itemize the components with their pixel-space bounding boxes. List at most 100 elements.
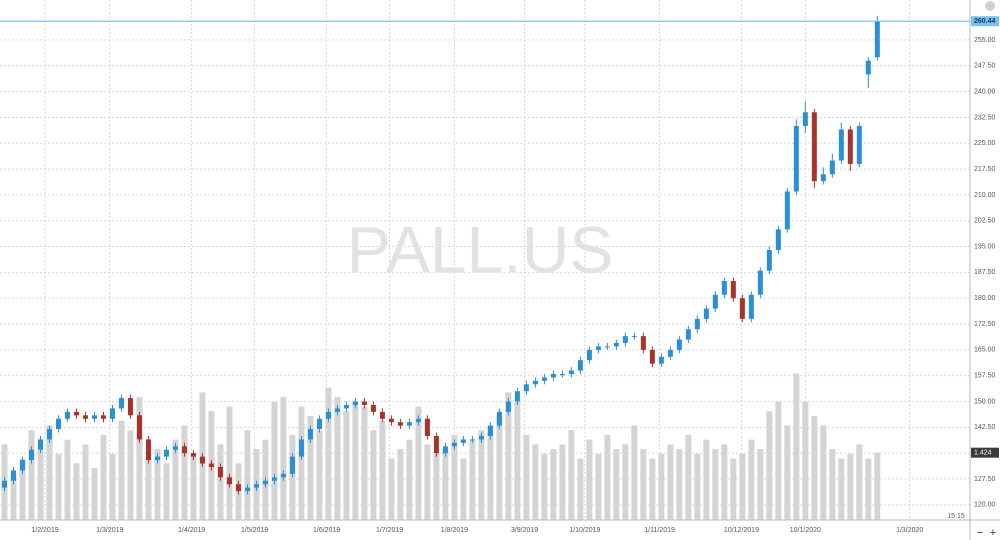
y-tick-label: 165.00 — [974, 347, 996, 354]
x-tick-label: 1/3/2019 — [96, 527, 123, 534]
volume-bar — [586, 439, 593, 520]
volume-bar — [865, 458, 872, 520]
candle-body — [865, 60, 871, 75]
candle-body — [793, 126, 799, 192]
volume-bar — [46, 425, 53, 520]
volume-bar — [757, 449, 764, 520]
volume-bar — [856, 444, 863, 520]
settings-icon[interactable] — [985, 1, 995, 11]
volume-bar — [406, 439, 413, 520]
candle-body — [127, 398, 133, 416]
volume-bar — [172, 439, 179, 520]
candle-body — [487, 425, 493, 436]
candle-body — [532, 380, 538, 385]
candle-body — [757, 270, 763, 295]
volume-bar — [271, 401, 278, 520]
volume-bar — [244, 430, 251, 520]
x-tick-label: 3/9/2019 — [511, 527, 538, 534]
volume-bar — [397, 449, 404, 520]
volume-bar — [388, 458, 395, 520]
candle-body — [145, 439, 151, 461]
volume-bar — [343, 411, 350, 520]
x-tick-label: 1/3/2020 — [896, 527, 923, 534]
candle-body — [388, 418, 394, 423]
y-tick-label: 127.50 — [974, 476, 996, 483]
y-tick-label: 217.50 — [974, 166, 996, 173]
x-tick-label: 1/7/2019 — [376, 527, 403, 534]
candle-body — [280, 473, 286, 478]
candle-body — [694, 318, 700, 330]
candle-body — [181, 446, 187, 454]
volume-bar — [154, 449, 161, 520]
candle-body — [469, 439, 475, 441]
volume-bar — [280, 397, 287, 520]
candle-body — [541, 377, 547, 381]
x-tick-label: 1/6/2019 — [313, 527, 340, 534]
volume-bar — [622, 444, 629, 520]
volume-bar — [163, 463, 170, 520]
zoom-button[interactable]: + — [990, 527, 996, 539]
volume-bar — [415, 406, 422, 520]
candle-body — [712, 294, 718, 309]
volume-bar — [712, 449, 719, 520]
y-tick-label: 202.50 — [974, 218, 996, 225]
candle-body — [100, 415, 106, 419]
axes: 120.00127.50135.00142.50150.00157.50165.… — [0, 16, 999, 534]
volume-bar — [595, 453, 602, 520]
candle-body — [46, 429, 52, 440]
volume-bar — [802, 401, 809, 520]
candle-body — [235, 484, 241, 492]
candle-body — [577, 360, 583, 371]
volume-bar — [37, 449, 44, 520]
volume-bar — [532, 444, 539, 520]
candle-body — [568, 370, 574, 374]
candle-body — [271, 477, 277, 481]
candle-body — [379, 411, 385, 419]
volume-bar — [604, 434, 611, 520]
volume-bar — [820, 425, 827, 520]
candle-body — [73, 411, 79, 416]
candle-body — [433, 435, 439, 454]
zoom-button[interactable]: − — [977, 527, 983, 539]
candle-body — [217, 466, 223, 478]
volume-bar — [127, 430, 134, 520]
volume-bar — [640, 449, 647, 520]
volume-bar — [577, 458, 584, 520]
y-tick-label: 180.00 — [974, 295, 996, 302]
y-tick-label: 247.50 — [974, 63, 996, 70]
volume-bar — [784, 425, 791, 520]
volume-bar — [568, 430, 575, 520]
volume-bar — [460, 458, 467, 520]
x-tick-label: 1/2/2019 — [31, 527, 58, 534]
candle-body — [244, 487, 250, 492]
volume-bar — [694, 453, 701, 520]
volume-bar — [145, 458, 152, 520]
volume-bar — [91, 468, 98, 520]
candle-body — [748, 294, 754, 319]
volume-bar — [505, 392, 512, 520]
candle-body — [343, 404, 349, 409]
volume-bar — [811, 416, 818, 520]
candle-body — [559, 373, 565, 375]
candle-body — [253, 484, 259, 488]
candle-body — [370, 404, 376, 412]
candle-body — [802, 112, 808, 127]
volume-bar — [379, 420, 386, 520]
candles — [1, 15, 880, 495]
candle-body — [163, 449, 169, 457]
volume-bar — [361, 406, 368, 520]
volume-bar — [793, 373, 800, 520]
volume-bar — [433, 453, 440, 520]
volume-bar — [64, 439, 71, 520]
y-tick-label: 255.00 — [974, 37, 996, 44]
y-tick-label: 240.00 — [974, 88, 996, 95]
candle-body — [523, 384, 529, 392]
time-label: 15:15 — [947, 513, 965, 520]
last-price-label: 260.44 — [974, 18, 996, 25]
volume-bar — [685, 434, 692, 520]
volume-bar — [325, 387, 332, 520]
volume-bar — [550, 449, 557, 520]
candle-body — [721, 281, 727, 295]
candle-body — [775, 229, 781, 251]
